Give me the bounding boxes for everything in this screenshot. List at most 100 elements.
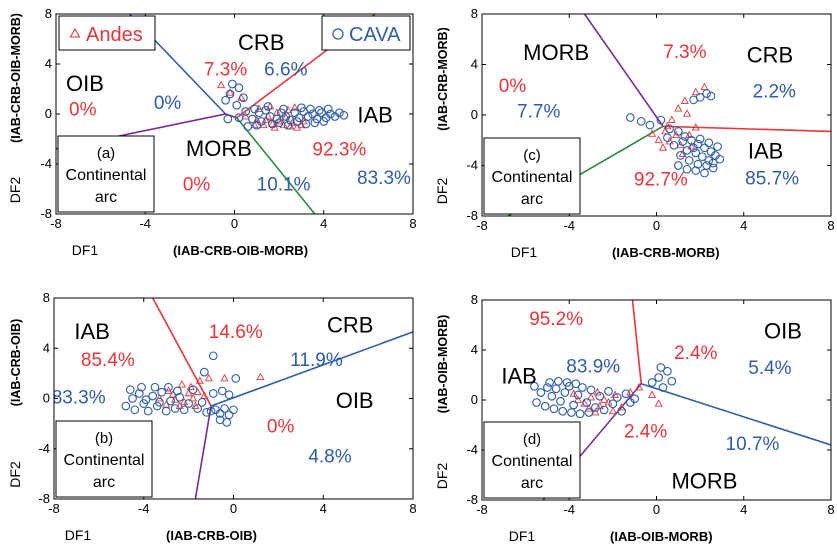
andes-point [220, 373, 229, 382]
andes-point [191, 401, 200, 409]
cava-point [301, 119, 311, 129]
cava-point [689, 143, 698, 153]
cava-point [234, 113, 244, 123]
x-axis-label-bold: (IAB-OIB-MORB) [610, 529, 713, 544]
cava-point [222, 418, 232, 427]
cava-point [571, 379, 581, 389]
y-axis-labels: DF2 (IAB-OIB-MORB) [434, 315, 450, 490]
y-axis-label-bold: (IAB-CRB-OIB-MORB) [9, 13, 23, 143]
x-axis-label-bold: (IAB-CRB-MORB) [612, 245, 720, 260]
region-label: OIB [66, 71, 104, 96]
x-tick-label: 0 [653, 502, 660, 517]
x-tick-label: -8 [50, 216, 62, 231]
percent-label: 6.6% [264, 59, 307, 80]
percent-label: 0% [69, 99, 97, 120]
percent-label: 83.3% [357, 168, 411, 189]
region-label: IAB [501, 363, 536, 388]
cava-point [636, 116, 646, 126]
percent-label: 95.2% [529, 309, 583, 330]
x-tick-label: -8 [476, 502, 488, 517]
cava-point [673, 127, 683, 136]
region-label: MORB [523, 40, 589, 65]
cava-point [175, 392, 184, 402]
cava-point [575, 409, 585, 419]
cava-point [656, 115, 666, 125]
percent-label: 7.7% [517, 101, 560, 122]
cava-point [234, 83, 244, 93]
andes-point [225, 88, 235, 96]
andes-point [617, 402, 626, 411]
boundary-line [583, 14, 664, 127]
x-tick-label: -8 [476, 218, 488, 233]
y-tick-label: 8 [43, 290, 50, 305]
cava-point [326, 109, 335, 119]
cava-point [223, 114, 233, 124]
plot-area: CRB OIB IAB MORB 7.3% 6.6% 0% 0% 92.3% 0% 10.1% 83.… [56, 14, 411, 214]
andes-point [663, 121, 672, 130]
cava-point [678, 137, 688, 146]
cava-point [339, 110, 349, 120]
andes-point [587, 392, 596, 401]
box-label-line2: arc [521, 475, 543, 492]
legend-label: CAVA [349, 24, 401, 46]
cava-point [591, 403, 600, 412]
y-tick-label: 4 [471, 57, 478, 72]
andes-point [685, 130, 694, 139]
cava-point [231, 374, 241, 383]
cava-point [166, 396, 176, 406]
y-axis-label-bold: (IAB-CRB-MORB) [436, 27, 450, 130]
x-tick-label: 0 [230, 501, 237, 516]
cava-point [308, 109, 317, 119]
x-axis-label-bold: (IAB-CRB-OIB-MORB) [173, 243, 308, 258]
cava-point [645, 120, 655, 130]
cava-point [560, 388, 570, 397]
y-axis-label: DF2 [434, 463, 450, 490]
cava-point [684, 156, 694, 165]
cava-point [547, 391, 557, 401]
cava-point [164, 382, 173, 392]
x-axis-label: DF1 [509, 528, 536, 544]
y-tick-label: -8 [466, 492, 478, 507]
cava-point [584, 408, 594, 417]
box-label-line2: arc [95, 189, 117, 206]
boundary-line [236, 117, 316, 214]
panel-letter: (b) [95, 430, 113, 447]
cava-point [137, 382, 146, 392]
cava-point [569, 400, 578, 410]
andes-point [626, 387, 635, 396]
cava-point [532, 398, 541, 407]
y-tick-label: 8 [471, 6, 478, 21]
cava-point [586, 385, 596, 395]
andes-point [254, 104, 264, 112]
cava-point [604, 386, 613, 396]
andes-point [682, 109, 692, 117]
cava-point [335, 108, 344, 118]
andes-point [648, 390, 657, 398]
andes-point [268, 119, 277, 127]
cava-point [702, 89, 712, 98]
percent-label: 83.9% [566, 357, 620, 378]
cava-point [529, 381, 539, 391]
legend-circle-icon [332, 28, 344, 40]
cava-point [625, 113, 635, 122]
y-tick-label: -4 [40, 156, 52, 171]
percent-label: 2.2% [753, 81, 796, 102]
andes-point [177, 380, 186, 388]
x-tick-label: 8 [409, 216, 416, 231]
cava-point [199, 367, 209, 377]
cava-point [148, 391, 158, 401]
percent-label: 2.4% [674, 343, 717, 364]
andes-point [658, 143, 668, 151]
cava-point [121, 401, 131, 411]
andes-point [648, 129, 657, 137]
y-tick-label: 4 [43, 340, 50, 355]
plot-area: IAB CRB OIB 14.6% 85.4% 11.9% 83.3% 0% 4.8% [54, 298, 413, 499]
cava-point [252, 120, 262, 130]
cava-point [197, 397, 207, 407]
andes-point [573, 395, 583, 403]
y-axis-labels: DF2 (IAB-CRB-OIB-MORB) [7, 13, 23, 203]
continental-arc-box [57, 135, 155, 213]
cava-point [669, 140, 679, 150]
andes-point [186, 382, 195, 391]
cava-point [691, 148, 701, 158]
